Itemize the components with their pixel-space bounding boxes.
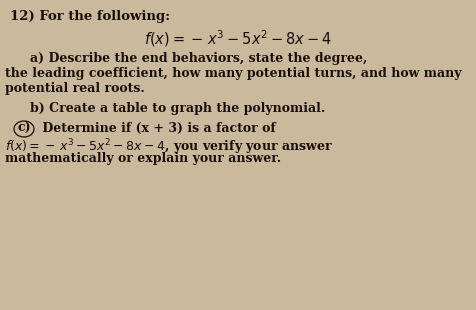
Text: b) Create a table to graph the polynomial.: b) Create a table to graph the polynomia…: [30, 102, 325, 115]
Text: c): c): [17, 122, 31, 135]
Text: potential real roots.: potential real roots.: [5, 82, 144, 95]
Text: a) Describe the end behaviors, state the degree,: a) Describe the end behaviors, state the…: [30, 52, 367, 65]
Text: $f(x) =-\, x^3 - 5x^2 - 8x - 4$, you verify your answer: $f(x) =-\, x^3 - 5x^2 - 8x - 4$, you ver…: [5, 137, 332, 157]
Text: Determine if (x + 3) is a factor of: Determine if (x + 3) is a factor of: [38, 122, 275, 135]
Text: mathematically or explain your answer.: mathematically or explain your answer.: [5, 152, 280, 165]
Text: the leading coefficient, how many potential turns, and how many: the leading coefficient, how many potent…: [5, 67, 461, 80]
Text: $f(x) =-\, x^3 - 5x^2 - 8x - 4$: $f(x) =-\, x^3 - 5x^2 - 8x - 4$: [144, 28, 331, 49]
Text: 12) For the following:: 12) For the following:: [10, 10, 170, 23]
